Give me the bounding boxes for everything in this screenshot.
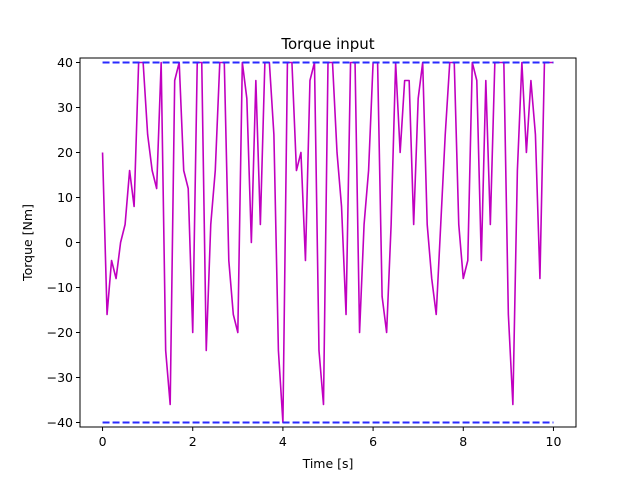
y-tick-label: −20 — [47, 325, 73, 340]
x-tick-label: 8 — [459, 434, 467, 449]
y-tick-label: 20 — [57, 145, 73, 160]
x-tick-label: 6 — [369, 434, 377, 449]
x-tick-label: 4 — [279, 434, 287, 449]
y-tick-label: −40 — [47, 415, 73, 430]
x-tick-label: 2 — [189, 434, 197, 449]
y-tick-label: 10 — [57, 190, 73, 205]
y-tick-label: 0 — [65, 235, 73, 250]
x-axis: 0 2 4 6 8 10 — [99, 427, 562, 449]
x-axis-label: Time [s] — [302, 456, 354, 471]
x-tick-label: 0 — [99, 434, 107, 449]
y-tick-label: 30 — [57, 100, 73, 115]
y-tick-label: −30 — [47, 370, 73, 385]
y-axis-label: Torque [Nm] — [20, 204, 35, 282]
x-tick-label: 10 — [546, 434, 562, 449]
series-layer — [101, 61, 554, 424]
y-tick-label: −10 — [47, 280, 73, 295]
chart-title: Torque input — [280, 35, 374, 53]
y-tick-label: 40 — [57, 55, 73, 70]
y-axis: −40 −30 −20 −10 0 10 20 30 40 — [47, 55, 80, 430]
